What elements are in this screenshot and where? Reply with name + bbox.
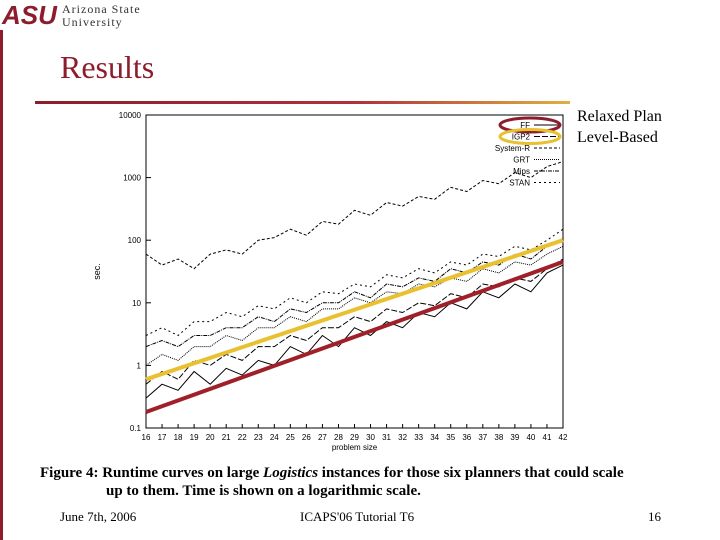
x-tick-label: 29 xyxy=(350,433,359,442)
logo: ASU xyxy=(1,0,58,30)
footer-event: ICAPS'06 Tutorial T6 xyxy=(300,509,415,524)
y-tick-label: 1 xyxy=(137,361,142,370)
caption-text: Figure 4: Runtime curves on large xyxy=(40,465,263,481)
caption: Figure 4: Runtime curves on large Logist… xyxy=(40,465,624,481)
page-number: 16 xyxy=(648,509,662,524)
slide-title: Results xyxy=(60,49,154,85)
trend-label: Level-Based xyxy=(577,129,658,146)
caption-text: Logistics xyxy=(262,465,318,481)
x-tick-label: 30 xyxy=(366,433,375,442)
x-tick-label: 40 xyxy=(526,433,535,442)
x-tick-label: 41 xyxy=(543,433,552,442)
x-tick-label: 35 xyxy=(446,433,455,442)
legend-label: Mips xyxy=(513,167,530,176)
y-tick-label: 0.1 xyxy=(130,424,142,433)
x-tick-label: 24 xyxy=(270,433,279,442)
series-line xyxy=(145,245,564,366)
x-tick-label: 21 xyxy=(222,433,231,442)
x-tick-label: 28 xyxy=(334,433,343,442)
x-tick-label: 18 xyxy=(174,433,183,442)
university: University xyxy=(62,15,123,29)
trend-line xyxy=(145,238,564,382)
legend-label: GRT xyxy=(513,156,530,165)
caption-text: instances for those six planners that co… xyxy=(318,465,624,481)
series-line xyxy=(145,264,564,399)
x-tick-label: 37 xyxy=(478,433,487,442)
x-tick-label: 23 xyxy=(254,433,263,442)
legend-label: IGP2 xyxy=(512,133,531,142)
y-tick-label: 10000 xyxy=(119,111,142,120)
x-tick-label: 27 xyxy=(318,433,327,442)
highlight xyxy=(498,128,562,145)
footer-date: June 7th, 2006 xyxy=(60,509,137,524)
x-tick-label: 31 xyxy=(382,433,391,442)
x-tick-label: 19 xyxy=(190,433,199,442)
x-tick-label: 20 xyxy=(206,433,215,442)
x-tick-label: 36 xyxy=(462,433,471,442)
x-axis-label: problem size xyxy=(332,443,378,452)
university: Arizona State xyxy=(62,2,141,16)
trend-label: Relaxed Plan xyxy=(577,108,662,125)
x-tick-label: 38 xyxy=(494,433,503,442)
x-tick-label: 22 xyxy=(238,433,247,442)
x-tick-label: 17 xyxy=(158,433,167,442)
y-axis-label: sec. xyxy=(92,263,102,280)
legend-label: STAN xyxy=(509,179,530,188)
x-tick-label: 42 xyxy=(559,433,568,442)
y-tick-label: 10 xyxy=(132,299,141,308)
caption: up to them. Time is shown on a logarithm… xyxy=(106,483,421,499)
x-tick-label: 32 xyxy=(398,433,407,442)
chart: 0.1 1 10 100 1000 10000 16 17 18 19 20 21 22 23 24 25 26… xyxy=(92,108,662,452)
x-tick-label: 34 xyxy=(430,433,439,442)
series-line xyxy=(145,161,564,270)
trend-line xyxy=(145,260,564,414)
title-underline xyxy=(35,101,570,104)
x-tick-label: 16 xyxy=(142,433,151,442)
legend-label: System-R xyxy=(495,144,530,153)
legend-label: FF xyxy=(520,121,530,130)
side-bar xyxy=(0,30,3,540)
x-tick-label: 39 xyxy=(510,433,519,442)
highlight xyxy=(498,116,562,134)
x-tick-label: 26 xyxy=(302,433,311,442)
y-tick-label: 100 xyxy=(128,236,142,245)
x-tick-label: 33 xyxy=(414,433,423,442)
x-tick-label: 25 xyxy=(286,433,295,442)
y-tick-label: 1000 xyxy=(123,174,141,183)
